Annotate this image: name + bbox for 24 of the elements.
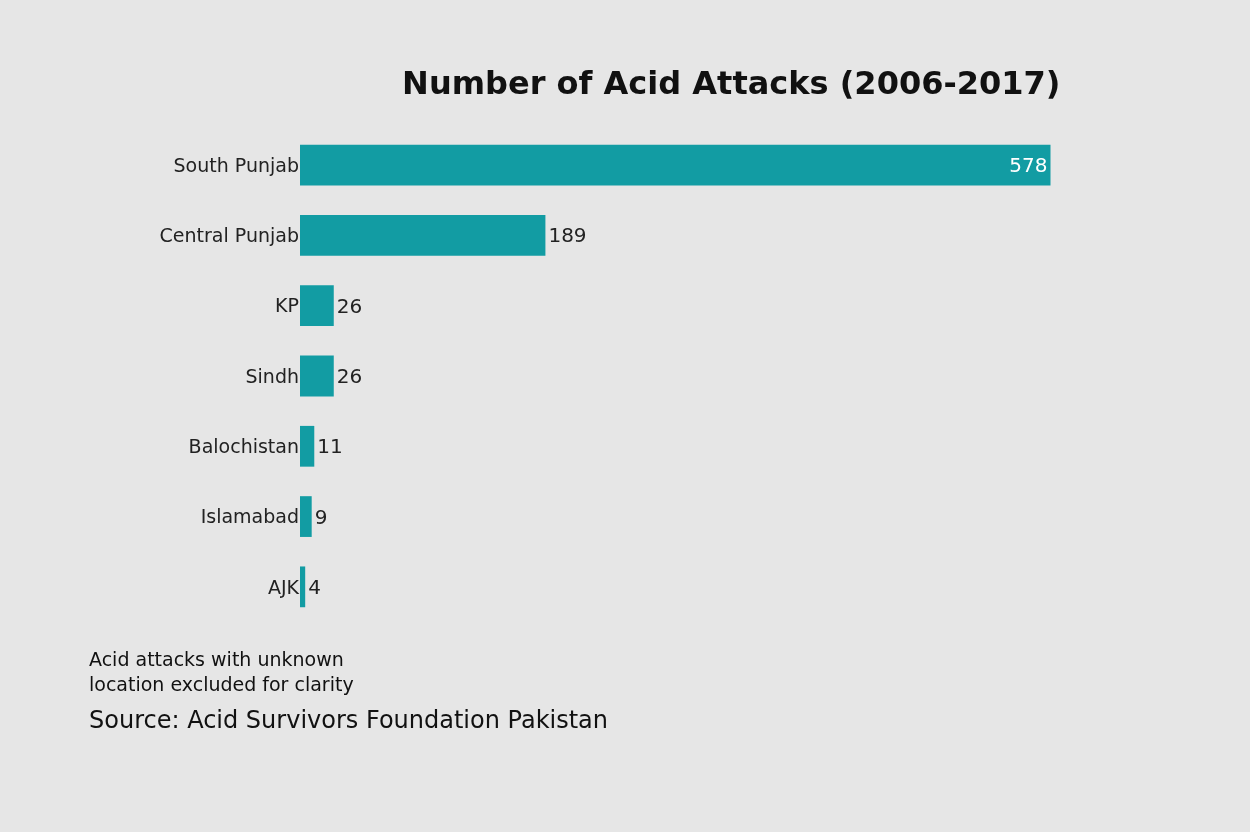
data-label: 26 bbox=[336, 364, 363, 388]
data-label: 578 bbox=[1009, 153, 1048, 178]
bar bbox=[300, 144, 1051, 186]
y-tick-label: Islamabad bbox=[200, 505, 299, 528]
text: Acid attacks with unknown location excluded for clarity bbox=[89, 648, 354, 695]
data-label: 9 bbox=[314, 504, 328, 529]
y-tick-label: Central Punjab bbox=[159, 224, 299, 247]
y-tick-label: Sindh bbox=[245, 364, 299, 387]
bar bbox=[300, 425, 315, 467]
chart-title: Number of Acid Attacks (2006-2017) bbox=[402, 64, 1061, 103]
bar bbox=[300, 285, 334, 327]
bar bbox=[300, 355, 334, 397]
data-label: 4 bbox=[308, 574, 321, 599]
data-label: 26 bbox=[336, 293, 363, 318]
data-label: 189 bbox=[548, 223, 587, 248]
y-tick-label: AJK bbox=[267, 575, 300, 598]
y-tick-label: South Punjab bbox=[173, 153, 299, 176]
bar bbox=[300, 566, 306, 608]
bar bbox=[300, 496, 312, 537]
source-note: Source: Acid Survivors Foundation Pakistan bbox=[89, 706, 609, 734]
y-tick-label: KP bbox=[275, 294, 299, 317]
y-tick-label: Balochistan bbox=[188, 434, 299, 457]
bar bbox=[300, 215, 546, 256]
data-label: 11 bbox=[317, 434, 343, 459]
